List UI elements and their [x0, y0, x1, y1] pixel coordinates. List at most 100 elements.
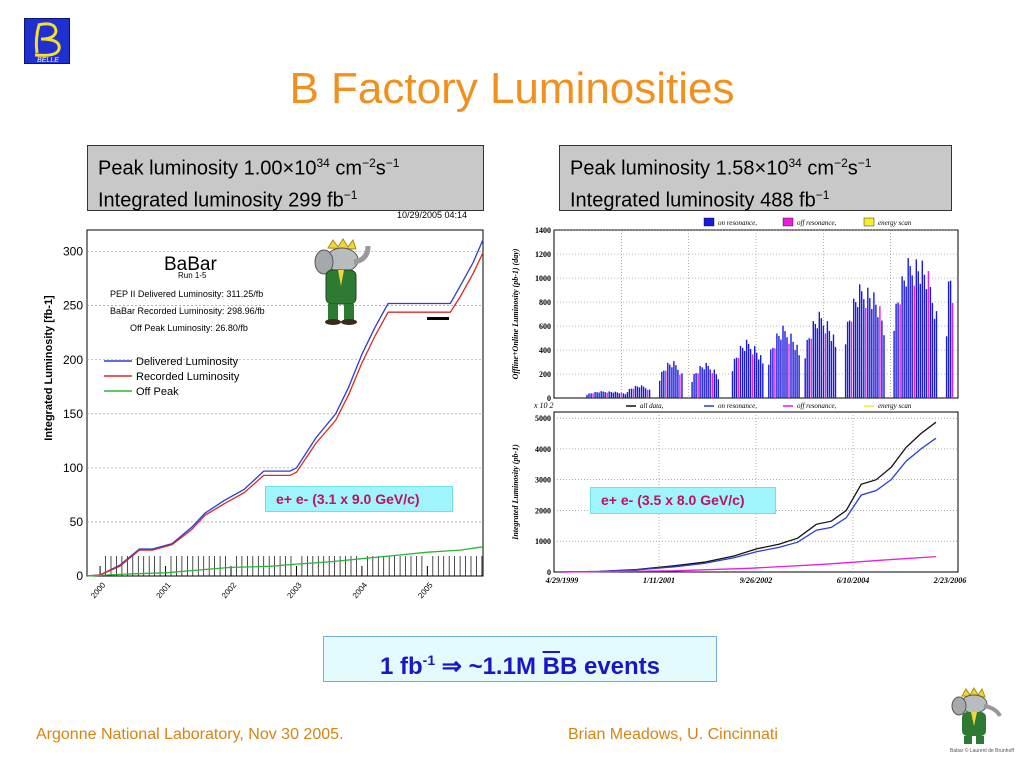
babar-series: [86, 239, 484, 577]
belle-luminosity-box: Peak luminosity 1.58×1034 cm−2s−1 Integr…: [559, 145, 952, 211]
belle-daily-bar: [879, 306, 881, 398]
belle-daily-bar: [830, 341, 833, 398]
belle-daily-legend-label: on resonance,: [718, 219, 757, 227]
belle-daily-bar: [632, 388, 635, 398]
belle-daily-bar: [822, 325, 825, 398]
belle-daily-bar: [780, 339, 782, 398]
belle-daily-bar: [796, 344, 798, 398]
belle-daily-bar: [642, 386, 645, 398]
belle-daily-bar: [758, 359, 760, 398]
babar-luminosity-box: Peak luminosity 1.00×1034 cm−2s−1 Integr…: [87, 145, 484, 211]
belle-daily-bar: [711, 373, 713, 398]
babar-x-tick-label: 2003: [285, 580, 304, 600]
belle-integrated-series: [561, 421, 937, 573]
babar-y-tick-label: 0: [76, 569, 83, 583]
belle-daily-bar: [877, 317, 879, 398]
belle-int-series-line: [561, 421, 937, 573]
belle-daily-bar: [644, 388, 647, 398]
babar-annotation-recorded: BaBar Recorded Luminosity: 298.96/fb: [110, 306, 265, 316]
babar-luminosity-chart: 10/29/2005 04:14 0 50 100 150 200 250 300 2000…: [43, 210, 484, 600]
belle-daily-bar: [949, 280, 952, 398]
belle-daily-bar: [828, 330, 831, 398]
belle-daily-bar: [737, 358, 740, 398]
babar-series-line: [86, 252, 484, 577]
belle-daily-bar: [636, 386, 639, 398]
belle-daily-bar: [909, 266, 911, 398]
belle-daily-bar: [661, 371, 663, 398]
slide-title: B Factory Luminosities: [289, 64, 735, 113]
belle-daily-y-axis-label: Offline+Online Luminosity (pb-1) (day): [511, 248, 520, 379]
belle-daily-bar: [604, 392, 606, 398]
belle-daily-bar: [735, 357, 738, 398]
belle-daily-bar: [620, 392, 623, 398]
belle-daily-bar: [634, 385, 637, 398]
belle-daily-bar: [626, 392, 629, 398]
belle-daily-y-tick-label: 0: [547, 394, 551, 403]
belle-daily-bar: [788, 343, 790, 398]
bb-events-box: 1 fb-1 ⇒ ~1.1M BB events: [323, 636, 717, 682]
belle-daily-legend-swatch: [703, 217, 715, 227]
belle-daily-bar: [814, 323, 816, 398]
belle-daily-bar: [592, 393, 594, 398]
belle-daily-bar: [673, 361, 675, 398]
belle-daily-bar: [701, 367, 703, 398]
belle-daily-bar: [947, 281, 950, 398]
belle-daily-bar: [933, 318, 936, 398]
belle-daily-bar: [697, 373, 699, 398]
belle-daily-bar: [951, 302, 954, 398]
belle-daily-bar: [610, 392, 612, 398]
babar-annotation-delivered: PEP II Delivered Luminosity: 311.25/fb: [110, 289, 263, 299]
belle-daily-bar: [612, 392, 614, 398]
belle-integrated-luminosity: Integrated luminosity 488 fb−1: [570, 187, 830, 212]
babar-elephant-small-icon: [951, 686, 1002, 744]
belle-int-y-tick-label: 3000: [535, 476, 551, 485]
belle-int-series-line: [561, 437, 937, 573]
babar-x-tick-label: 2004: [351, 580, 370, 600]
belle-daily-bar: [784, 331, 786, 398]
belle-daily-bar: [905, 286, 907, 398]
belle-daily-bar: [881, 320, 883, 398]
belle-daily-bar: [671, 367, 673, 398]
belle-daily-bar: [850, 321, 853, 398]
belle-daily-bar: [681, 373, 683, 398]
belle-integrated-y-ticks: 0 1000 2000 3000 4000 5000: [535, 414, 551, 577]
belle-daily-bar: [586, 394, 588, 398]
belle-daily-bar: [863, 299, 865, 398]
belle-daily-bar: [717, 379, 719, 398]
belle-daily-bar: [824, 333, 827, 398]
belle-daily-bar: [778, 335, 780, 398]
belle-integrated-x-ticks: 4/29/1999 1/11/2001 9/26/2002 6/10/2004 2/23…: [545, 576, 966, 585]
belle-daily-bar: [844, 344, 847, 398]
belle-daily-bar: [810, 338, 812, 398]
babar-beam-energy-label: e+ e- (3.1 x 9.0 GeV/c): [265, 486, 453, 512]
babar-elephant-icon: [314, 238, 371, 325]
babar-y-tick-label: 200: [63, 353, 83, 367]
belle-daily-bar: [782, 325, 784, 398]
belle-daily-bar: [614, 391, 616, 398]
belle-daily-bar: [675, 365, 677, 398]
belle-daily-bar: [911, 275, 913, 398]
babar-x-tick-label: 2005: [416, 580, 435, 600]
belle-int-x-tick-label: 1/11/2001: [643, 576, 675, 585]
belle-daily-bar: [893, 330, 895, 398]
belle-int-series-line: [561, 555, 937, 573]
belle-daily-bar: [749, 349, 752, 398]
belle-daily-bar: [846, 321, 849, 398]
belle-daily-bar: [739, 345, 742, 398]
belle-daily-bar: [873, 292, 875, 398]
footer-author: Brian Meadows, U. Cincinnati: [568, 726, 778, 743]
belle-daily-bar: [659, 380, 661, 398]
babar-y-tick-label: 250: [63, 299, 83, 313]
belle-daily-y-tick-label: 1000: [535, 274, 551, 283]
belle-daily-bar: [707, 366, 709, 398]
babar-chart-title: BaBar: [164, 254, 217, 275]
belle-daily-bar: [861, 291, 863, 398]
belle-int-y-tick-label: 2000: [535, 506, 551, 515]
belle-int-y-tick-label: 0: [547, 568, 551, 577]
babar-y-tick-label: 50: [70, 515, 84, 529]
belle-daily-bar: [699, 365, 701, 398]
belle-y-scale-note: x 10 2: [533, 401, 554, 410]
babar-y-axis-label: Integrated Luminosity [fb-1]: [43, 295, 55, 441]
belle-daily-grid: [554, 229, 958, 398]
belle-daily-bar: [808, 338, 810, 398]
